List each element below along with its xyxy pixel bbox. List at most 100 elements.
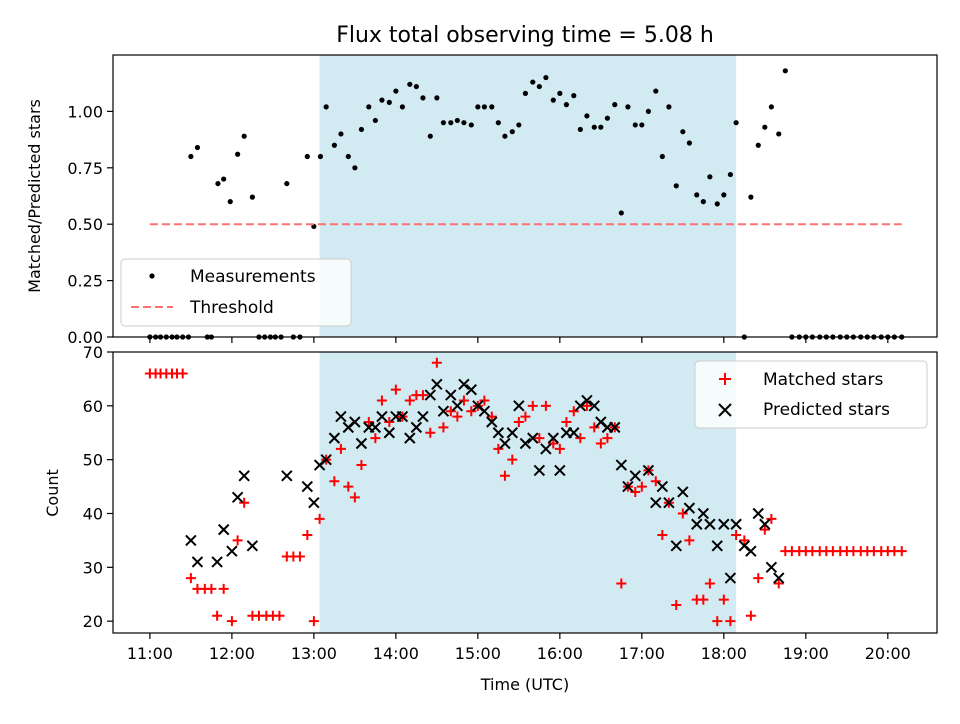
matched-star-point bbox=[602, 433, 613, 444]
predicted-star-point bbox=[547, 432, 559, 444]
measurement-point bbox=[407, 81, 413, 87]
measurement-point bbox=[440, 120, 447, 126]
measurement-point bbox=[481, 104, 488, 110]
measurement-point bbox=[748, 194, 754, 200]
matched-star-point bbox=[363, 416, 374, 427]
measurement-point bbox=[577, 126, 583, 133]
predicted-star-point bbox=[656, 480, 669, 493]
measurement-point bbox=[591, 124, 597, 130]
predicted-star-point bbox=[765, 561, 778, 574]
measurement-point bbox=[522, 90, 529, 96]
predicted-star-point bbox=[663, 497, 675, 509]
matched-star-point bbox=[218, 583, 229, 594]
measurement-point bbox=[659, 153, 665, 160]
matched-star-point bbox=[431, 357, 442, 368]
matched-star-point bbox=[417, 390, 428, 401]
matched-star-point bbox=[302, 530, 313, 541]
predicted-star-point bbox=[581, 394, 593, 407]
top-ytick-label: 0.00 bbox=[67, 328, 103, 347]
measurement-point bbox=[188, 153, 194, 160]
predicted-star-point bbox=[410, 421, 423, 434]
predicted-star-point bbox=[629, 470, 641, 482]
matched-star-point bbox=[404, 395, 415, 406]
measurement-point bbox=[625, 104, 631, 110]
predicted-star-point bbox=[404, 432, 416, 444]
matched-star-point bbox=[308, 616, 319, 627]
bottom-marks bbox=[144, 357, 907, 627]
legend-threshold-label: Threshold bbox=[189, 298, 274, 318]
matched-star-point bbox=[356, 460, 367, 471]
xtick-label: 19:00 bbox=[783, 644, 829, 663]
matched-star-point bbox=[206, 583, 217, 594]
predicted-star-point bbox=[677, 486, 689, 498]
measurement-point bbox=[194, 144, 201, 151]
measurement-point bbox=[563, 102, 570, 108]
measurement-point bbox=[372, 117, 378, 124]
top-legend: Measurements Threshold bbox=[120, 258, 352, 327]
matched-star-point bbox=[232, 535, 243, 546]
legend-predicted-marker bbox=[718, 403, 732, 417]
predicted-star-point bbox=[226, 545, 238, 557]
bot-ytick-label: 20 bbox=[83, 612, 103, 631]
predicted-star-point bbox=[383, 427, 396, 439]
matched-star-point bbox=[274, 610, 285, 621]
legend-predicted-label: Predicted stars bbox=[763, 400, 890, 420]
matched-star-point bbox=[731, 530, 742, 541]
predicted-star-point bbox=[568, 427, 580, 439]
predicted-star-point bbox=[730, 518, 742, 530]
predicted-star-point bbox=[759, 518, 771, 530]
matched-star-point bbox=[343, 481, 354, 492]
xtick-label: 15:00 bbox=[455, 644, 501, 663]
bottom-legend-box bbox=[694, 360, 928, 429]
predicted-star-point bbox=[465, 383, 478, 396]
predicted-star-point bbox=[533, 464, 546, 477]
measurement-point bbox=[557, 90, 563, 96]
matched-star-point bbox=[507, 454, 518, 465]
measurement-point bbox=[598, 124, 604, 130]
matched-star-point bbox=[745, 610, 756, 621]
predicted-star-point bbox=[445, 389, 457, 401]
measurement-point bbox=[550, 97, 556, 103]
measurement-point bbox=[227, 199, 233, 205]
matched-star-point bbox=[561, 416, 572, 427]
xtick-label: 18:00 bbox=[701, 644, 747, 663]
matched-star-point bbox=[718, 594, 729, 605]
measurement-point bbox=[604, 115, 611, 121]
measurement-point bbox=[434, 95, 440, 101]
matched-star-point bbox=[589, 422, 600, 433]
matched-star-point bbox=[376, 395, 387, 406]
predicted-star-point bbox=[335, 410, 347, 423]
matched-star-point bbox=[479, 395, 490, 406]
matched-star-point bbox=[554, 443, 565, 454]
matched-star-point bbox=[725, 616, 736, 627]
legend-measurements-label: Measurements bbox=[190, 267, 316, 287]
measurement-point bbox=[468, 122, 474, 128]
predicted-star-point bbox=[217, 523, 230, 536]
matched-star-point bbox=[534, 433, 545, 444]
matched-star-point bbox=[595, 438, 606, 449]
matched-star-point bbox=[226, 616, 237, 627]
measurement-point bbox=[700, 199, 706, 205]
predicted-star-point bbox=[519, 437, 532, 450]
predicted-star-point bbox=[431, 378, 443, 391]
measurement-point bbox=[516, 122, 522, 128]
measurement-point bbox=[776, 131, 782, 137]
predicted-star-point bbox=[396, 410, 409, 423]
matched-star-point bbox=[294, 551, 305, 562]
predicted-star-point bbox=[369, 421, 382, 434]
measurement-point bbox=[489, 104, 495, 110]
matched-star-point bbox=[671, 600, 682, 611]
predicted-star-point bbox=[718, 518, 730, 530]
matched-star-point bbox=[458, 395, 469, 406]
predicted-star-point bbox=[506, 427, 518, 439]
measurement-point bbox=[366, 104, 372, 110]
measurement-point bbox=[530, 79, 536, 85]
predicted-star-point bbox=[745, 545, 757, 557]
bottom-ticks: 20 30 40 50 60 70 11:00 12:00 13:00 14:00 15:00 16:… bbox=[83, 343, 911, 663]
measurement-point bbox=[399, 104, 406, 110]
measurement-point bbox=[543, 74, 549, 81]
predicted-star-point bbox=[231, 491, 244, 504]
measurement-point bbox=[495, 120, 501, 126]
matched-star-point bbox=[773, 578, 784, 589]
